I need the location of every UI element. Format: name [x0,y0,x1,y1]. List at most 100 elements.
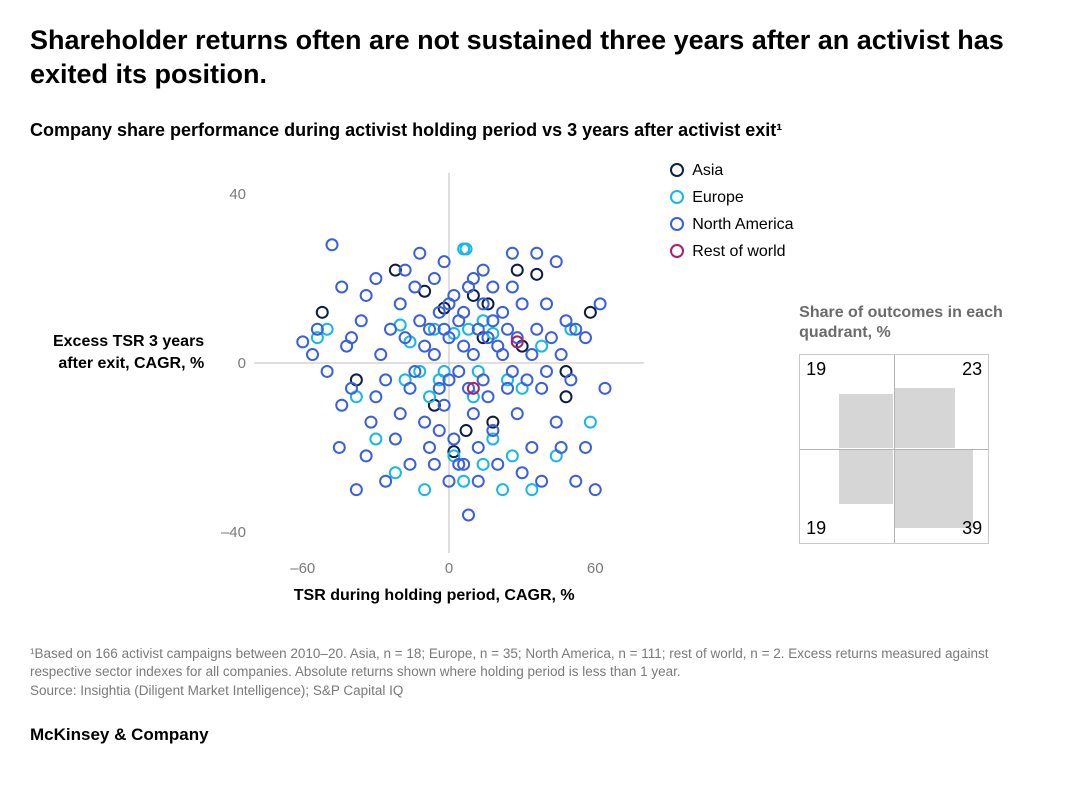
quadrant-rect [839,450,893,504]
scatter-point [458,306,469,317]
legend-label: Europe [692,188,744,207]
scatter-point [517,467,528,478]
scatter-point [590,484,601,495]
scatter-point [361,450,372,461]
legend-item: Asia [670,161,799,180]
scatter-point [371,273,382,284]
quadrant-value: 39 [962,518,982,539]
scatter-point [346,332,357,343]
scatter-point [356,315,367,326]
scatter-point [405,382,416,393]
footnote-line-1: ¹Based on 166 activist campaigns between… [30,645,1050,683]
scatter-point [375,349,386,360]
legend-label: Rest of world [692,242,785,261]
scatter-point [424,441,435,452]
legend-swatch [670,163,684,177]
scatter-point [488,281,499,292]
scatter-point [556,441,567,452]
legend-item: Rest of world [670,242,799,261]
scatter-point [580,332,591,343]
scatter-point [334,441,345,452]
scatter-point [561,315,572,326]
scatter-point [595,298,606,309]
scatter-point [517,298,528,309]
scatter-point [551,416,562,427]
svg-text:40: 40 [230,186,247,203]
quadrant-rect [895,388,955,448]
scatter-point [497,349,508,360]
scatter-point [439,256,450,267]
brand: McKinsey & Company [30,725,1050,745]
scatter-point [507,365,518,376]
scatter-point [497,484,508,495]
scatter-svg: –60060–40040 [214,153,654,583]
scatter-point [585,306,596,317]
scatter-point [390,433,401,444]
svg-text:0: 0 [445,560,453,577]
scatter-point [478,264,489,275]
scatter-point [527,349,538,360]
scatter-point [327,239,338,250]
quadrant-panel: Share of outcomes in each quadrant, % 19… [799,153,1050,545]
scatter-point [429,458,440,469]
scatter-point [366,416,377,427]
legend-swatch [670,244,684,258]
svg-text:0: 0 [238,355,246,372]
scatter-point [580,441,591,452]
legend-item: North America [670,215,799,234]
scatter-point [414,315,425,326]
scatter-point [556,349,567,360]
scatter-point [297,336,308,347]
scatter-point [512,264,523,275]
scatter-point [492,458,503,469]
scatter-point [541,365,552,376]
scatter-point [527,441,538,452]
scatter-point [531,247,542,258]
scatter-point [371,433,382,444]
scatter-point [322,365,333,376]
chart-row: Excess TSR 3 years after exit, CAGR, % –… [30,153,1050,605]
scatter-point [497,306,508,317]
scatter-point [390,467,401,478]
scatter-point [468,273,479,284]
footnote: ¹Based on 166 activist campaigns between… [30,645,1050,702]
scatter-point [346,382,357,393]
x-axis-label: TSR during holding period, CAGR, % [214,587,654,605]
scatter-point [380,374,391,385]
svg-text:60: 60 [587,560,604,577]
scatter-point [473,475,484,486]
y-axis-label: Excess TSR 3 years after exit, CAGR, % [30,331,214,374]
svg-text:–40: –40 [221,523,246,540]
scatter-point [371,391,382,402]
scatter-plot: –60060–40040 TSR during holding period, … [214,153,654,605]
scatter-point [419,416,430,427]
scatter-point [380,475,391,486]
scatter-point [546,332,557,343]
scatter-point [429,273,440,284]
scatter-point [410,281,421,292]
scatter-point [395,408,406,419]
scatter-point [561,391,572,402]
quadrant-rect [839,394,893,448]
scatter-point [453,365,464,376]
ylabel-wrap: Excess TSR 3 years after exit, CAGR, % [30,153,214,553]
chart-subtitle: Company share performance during activis… [30,120,1050,141]
legend: Asia Europe North America Rest of world [654,153,799,262]
scatter-point [585,416,596,427]
scatter-point [536,382,547,393]
scatter-point [424,391,435,402]
scatter-point [434,425,445,436]
scatter-point [307,349,318,360]
legend-swatch [670,217,684,231]
scatter-point [449,433,460,444]
scatter-point [502,323,513,334]
scatter-point [414,247,425,258]
quadrant-chart: 19231939 [799,354,989,544]
scatter-point [405,458,416,469]
scatter-point [551,256,562,267]
scatter-point [468,408,479,419]
scatter-point [429,349,440,360]
quadrant-value: 19 [806,359,826,380]
scatter-point [512,408,523,419]
scatter-point [461,425,472,436]
